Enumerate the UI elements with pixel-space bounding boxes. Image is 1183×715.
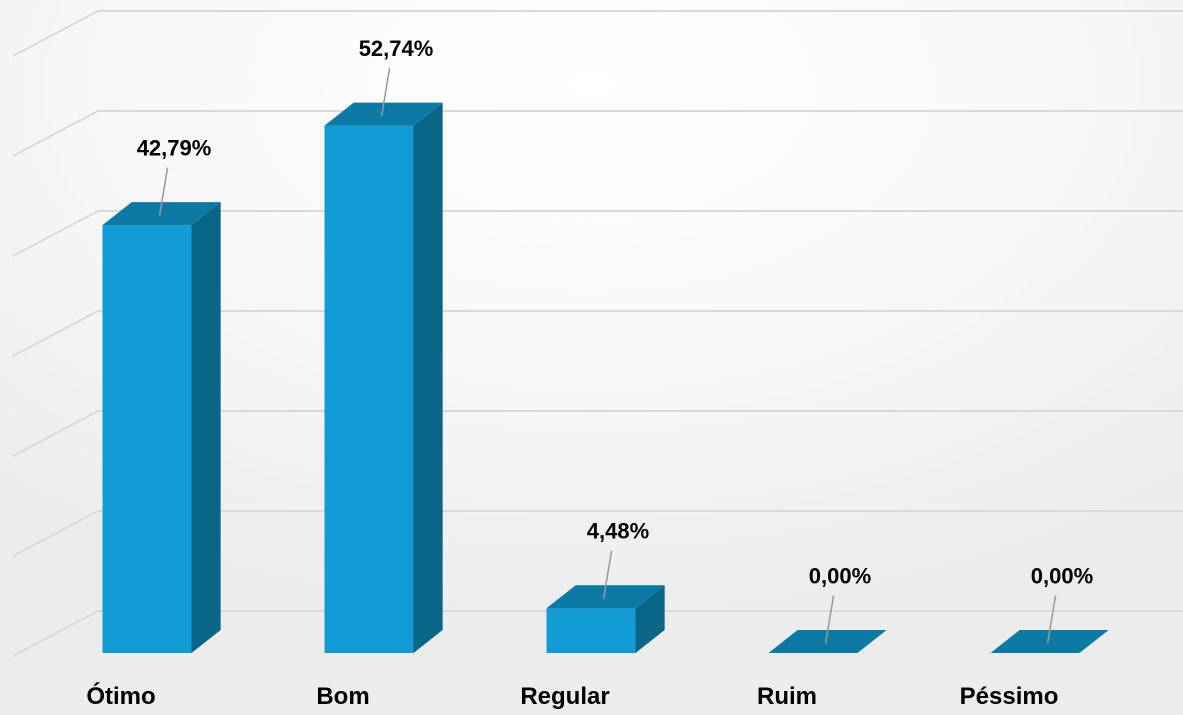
- bar-side: [191, 202, 221, 653]
- gridline: [12, 10, 1183, 57]
- bar-front: [324, 125, 414, 654]
- leader-line: [158, 167, 169, 216]
- bar-front: [546, 608, 636, 653]
- bar-top: [546, 585, 665, 609]
- data-label: 42,79%: [137, 136, 212, 216]
- category-label: Ótimo: [86, 682, 155, 710]
- data-label-text: 42,79%: [137, 136, 212, 161]
- data-label-text: 0,00%: [1031, 564, 1093, 589]
- leader-line: [824, 595, 835, 644]
- data-label-text: 4,48%: [587, 519, 649, 544]
- leader-line: [380, 67, 391, 117]
- data-label-text: 52,74%: [359, 36, 434, 61]
- bar: [102, 202, 221, 653]
- bar-front: [102, 225, 192, 653]
- bar-top: [102, 202, 221, 226]
- category-label: Regular: [520, 683, 609, 710]
- category-labels: Ótimo Bom Regular Ruim Péssimo: [86, 682, 1058, 710]
- gridline: [12, 210, 1183, 257]
- leader-line: [1046, 595, 1057, 644]
- data-label: 52,74%: [359, 36, 434, 117]
- leader-line: [602, 550, 613, 599]
- bar: [768, 630, 887, 653]
- gridline: [12, 310, 1183, 357]
- bar: [990, 630, 1109, 653]
- bar-top: [324, 102, 443, 126]
- gridline: [12, 410, 1183, 457]
- data-label: 0,00%: [1031, 564, 1093, 644]
- bar-top: [768, 630, 887, 653]
- bar-side: [635, 585, 665, 653]
- gridline: [12, 510, 1183, 557]
- category-label: Bom: [316, 683, 369, 710]
- data-label: 0,00%: [809, 564, 871, 644]
- data-label-text: 0,00%: [809, 564, 871, 589]
- category-label: Ruim: [757, 683, 817, 710]
- bar-side: [413, 102, 443, 654]
- bar: [324, 102, 443, 654]
- bar-top: [990, 630, 1109, 653]
- bars: [102, 102, 1109, 654]
- category-label: Péssimo: [960, 683, 1059, 710]
- bar: [546, 585, 665, 653]
- gridline: [12, 110, 1183, 157]
- data-label: 4,48%: [587, 519, 649, 599]
- data-labels: 42,79% 52,74% 4,48% 0,00% 0,00%: [137, 36, 1093, 644]
